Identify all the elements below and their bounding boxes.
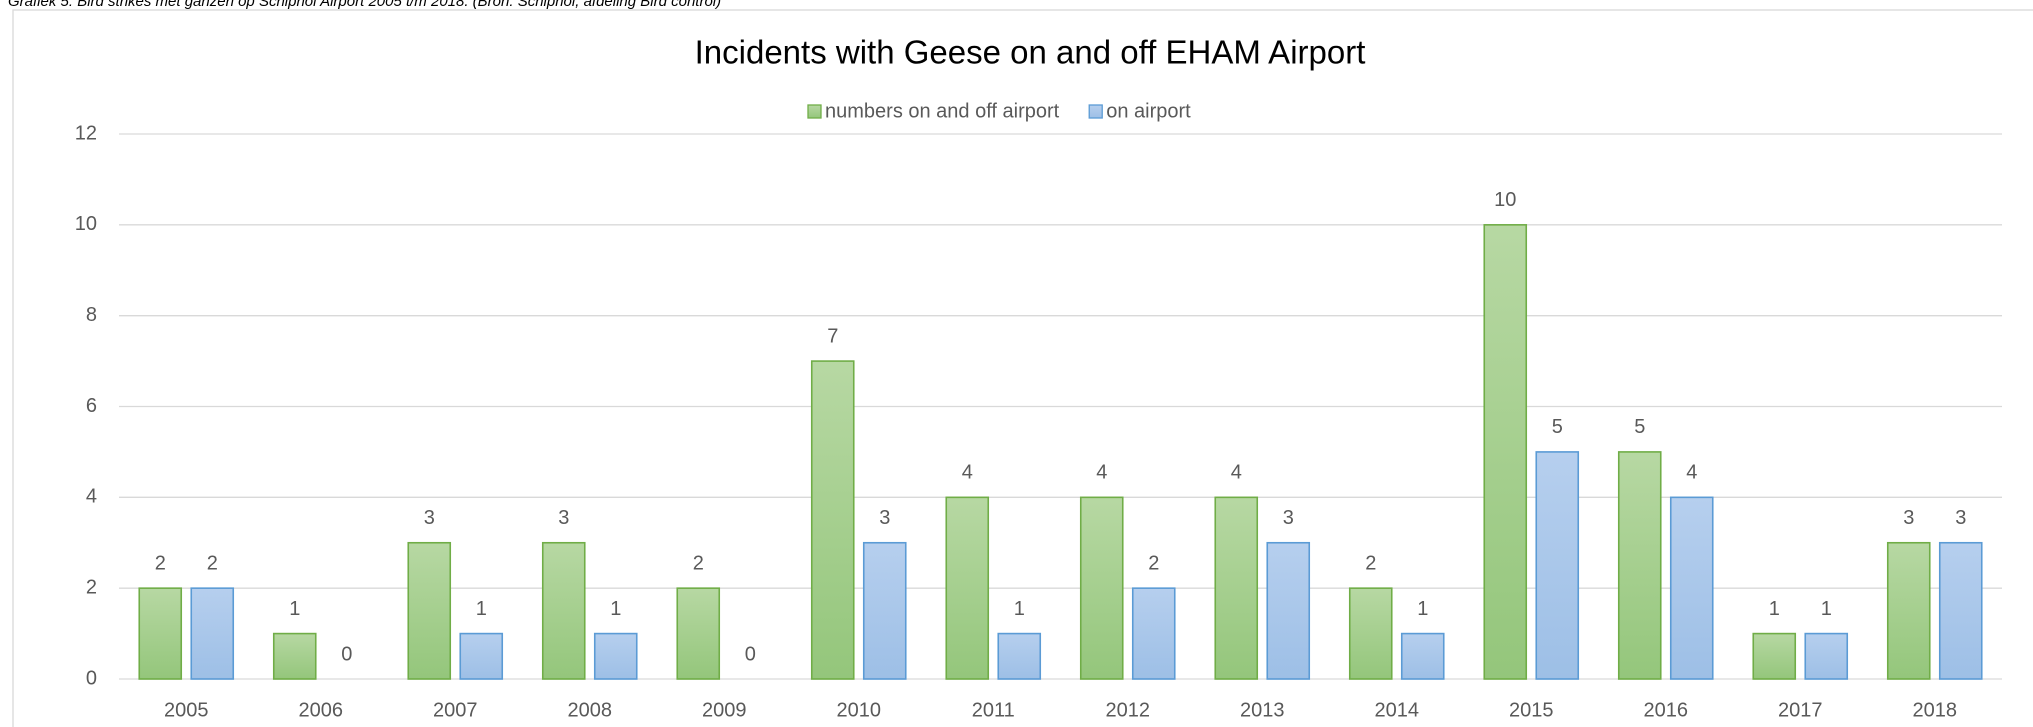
x-tick-label: 2009 <box>702 699 747 721</box>
data-label: 3 <box>1283 507 1294 529</box>
y-tick-label: 4 <box>86 486 97 508</box>
x-tick-label: 2008 <box>568 699 613 721</box>
data-label: 2 <box>207 552 218 574</box>
data-label: 3 <box>1903 507 1914 529</box>
data-label: 5 <box>1634 416 1645 438</box>
data-label: 3 <box>879 507 890 529</box>
bar <box>1483 224 1528 680</box>
x-tick-label: 2014 <box>1375 699 1420 721</box>
bar <box>1266 541 1311 680</box>
x-tick-label: 2012 <box>1106 699 1151 721</box>
bar <box>407 541 452 680</box>
data-label: 10 <box>1494 189 1516 211</box>
bar <box>1348 587 1393 680</box>
bar <box>1669 496 1714 680</box>
data-label: 3 <box>1955 507 1966 529</box>
caption: Grafiek 5: Bird strikes met ganzen op Sc… <box>8 0 721 10</box>
bar <box>997 632 1042 680</box>
legend-label: numbers on and off airport <box>825 100 1060 122</box>
legend-label: on airport <box>1106 100 1191 122</box>
bar <box>1617 451 1662 680</box>
bar <box>272 632 317 680</box>
bar <box>1804 632 1849 680</box>
data-label: 2 <box>693 552 704 574</box>
data-label: 4 <box>962 462 973 484</box>
chart-title: Incidents with Geese on and off EHAM Air… <box>695 34 1366 71</box>
data-label: 1 <box>476 598 487 620</box>
bar <box>541 541 586 680</box>
y-tick-label: 10 <box>75 213 97 235</box>
x-tick-label: 2017 <box>1778 699 1823 721</box>
x-tick-label: 2011 <box>972 699 1015 721</box>
bar <box>1938 541 1983 680</box>
data-label: 0 <box>745 643 756 665</box>
bar <box>862 541 907 680</box>
data-label: 1 <box>610 598 621 620</box>
y-tick-label: 12 <box>75 122 97 144</box>
x-tick-label: 2018 <box>1913 699 1958 721</box>
bar <box>1535 451 1580 680</box>
data-label: 5 <box>1552 416 1563 438</box>
data-label: 1 <box>1014 598 1025 620</box>
data-label: 4 <box>1096 462 1107 484</box>
x-tick-label: 2016 <box>1644 699 1689 721</box>
bar <box>676 587 721 680</box>
bar <box>1131 587 1176 680</box>
bar <box>459 632 504 680</box>
data-label: 1 <box>1417 598 1428 620</box>
data-label: 1 <box>289 598 300 620</box>
x-tick-label: 2005 <box>164 699 209 721</box>
y-tick-label: 6 <box>86 395 97 417</box>
bar <box>1886 541 1931 680</box>
bar <box>593 632 638 680</box>
bar <box>190 587 235 680</box>
legend-swatch <box>807 104 822 119</box>
bar <box>1079 496 1124 680</box>
bar <box>1214 496 1259 680</box>
x-tick-label: 2010 <box>837 699 882 721</box>
bar <box>138 587 183 680</box>
x-tick-label: 2007 <box>433 699 478 721</box>
x-tick-label: 2006 <box>299 699 344 721</box>
data-label: 1 <box>1769 598 1780 620</box>
bar <box>1400 632 1445 680</box>
y-tick-label: 8 <box>86 304 97 326</box>
x-tick-label: 2015 <box>1509 699 1554 721</box>
data-label: 4 <box>1686 462 1697 484</box>
data-label: 2 <box>155 552 166 574</box>
data-label: 1 <box>1821 598 1832 620</box>
data-label: 3 <box>558 507 569 529</box>
data-label: 4 <box>1231 462 1242 484</box>
data-label: 3 <box>424 507 435 529</box>
data-label: 7 <box>827 325 838 347</box>
chart-border <box>12 9 2033 727</box>
legend-swatch <box>1088 104 1103 119</box>
data-label: 2 <box>1148 552 1159 574</box>
bar <box>810 360 855 680</box>
y-tick-label: 2 <box>86 576 97 598</box>
y-tick-label: 0 <box>86 667 97 689</box>
data-label: 0 <box>341 643 352 665</box>
data-label: 2 <box>1365 552 1376 574</box>
bar <box>1752 632 1797 680</box>
x-tick-label: 2013 <box>1240 699 1285 721</box>
bar <box>945 496 990 680</box>
